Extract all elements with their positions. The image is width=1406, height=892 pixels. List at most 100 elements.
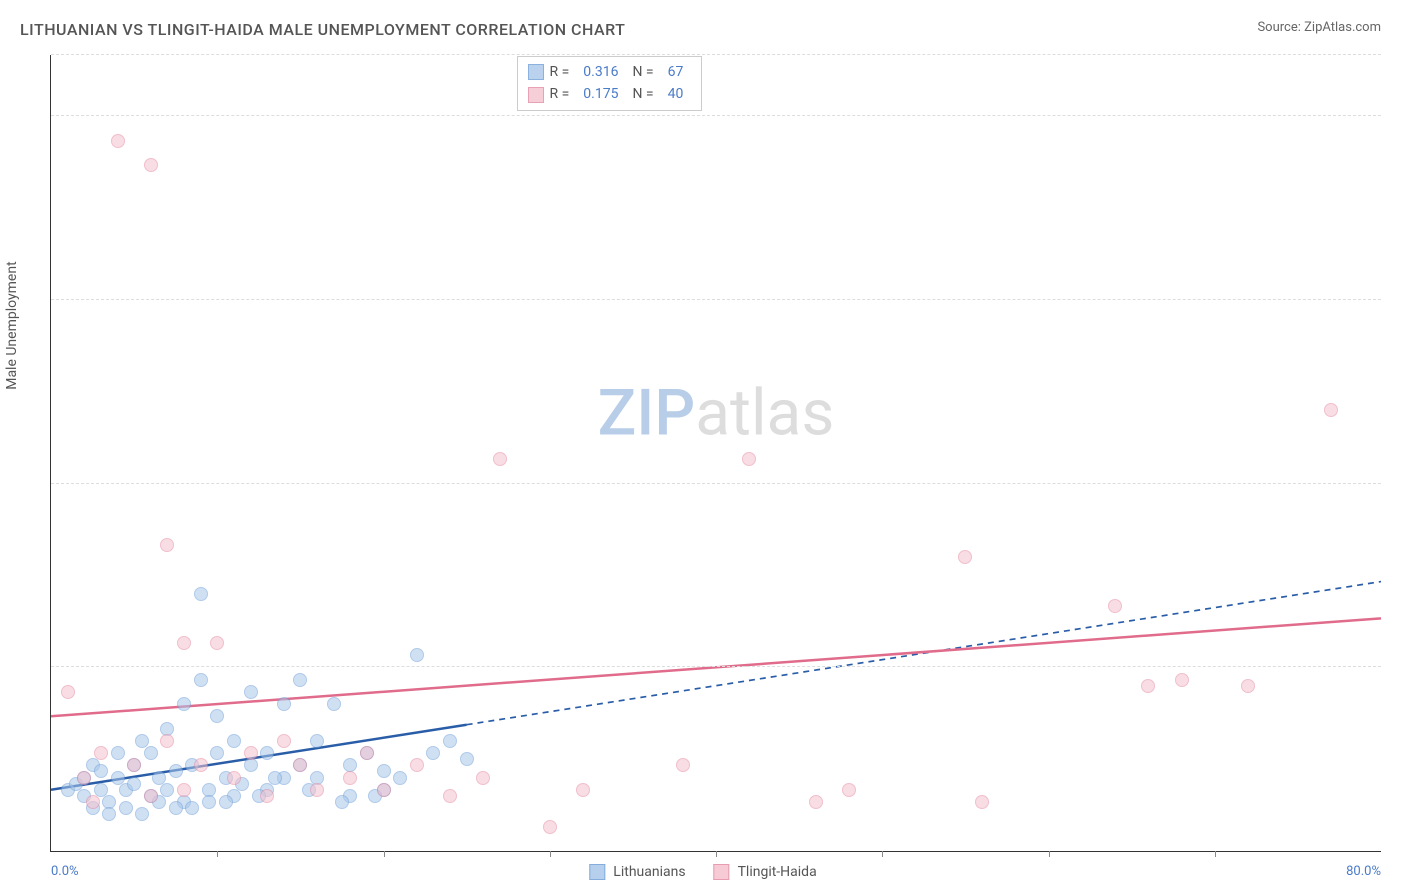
legend-label: Lithuanians — [613, 864, 685, 880]
legend-label: Tlingit-Haida — [738, 864, 817, 880]
data-point — [177, 636, 191, 650]
data-point — [410, 648, 424, 662]
data-point — [476, 771, 490, 785]
chart-plot-area: ZIPatlas R =0.316N =67R =0.175N =40 15.0… — [50, 55, 1381, 852]
gridline-h — [51, 299, 1381, 300]
data-point — [177, 783, 191, 797]
x-tick-label: 80.0% — [1346, 864, 1381, 879]
r-label: R = — [550, 61, 570, 83]
data-point — [194, 587, 208, 601]
data-point — [210, 636, 224, 650]
data-point — [119, 801, 133, 815]
data-point — [443, 734, 457, 748]
data-point — [244, 758, 258, 772]
data-point — [493, 452, 507, 466]
trend-line-dashed — [467, 582, 1381, 725]
data-point — [169, 801, 183, 815]
data-point — [1175, 673, 1189, 687]
legend-swatch — [589, 864, 605, 880]
r-value: 0.316 — [583, 61, 618, 83]
data-point — [244, 685, 258, 699]
n-value: 67 — [668, 61, 684, 83]
data-point — [742, 452, 756, 466]
x-tick-label: 0.0% — [51, 864, 79, 879]
legend-swatch — [528, 87, 544, 103]
legend-swatch — [714, 864, 730, 880]
y-axis-label: Male Unemployment — [4, 261, 20, 389]
n-label: N = — [632, 61, 653, 83]
x-minor-tick — [550, 851, 551, 857]
data-point — [244, 746, 258, 760]
legend-stat-row: R =0.175N =40 — [528, 83, 692, 105]
x-minor-tick — [882, 851, 883, 857]
data-point — [958, 550, 972, 564]
data-point — [102, 807, 116, 821]
data-point — [86, 795, 100, 809]
data-point — [377, 783, 391, 797]
gridline-h — [51, 666, 1381, 667]
data-point — [543, 820, 557, 834]
data-point — [219, 795, 233, 809]
x-minor-tick — [384, 851, 385, 857]
data-point — [327, 697, 341, 711]
data-point — [144, 789, 158, 803]
data-point — [293, 673, 307, 687]
data-point — [169, 764, 183, 778]
data-point — [227, 734, 241, 748]
data-point — [61, 685, 75, 699]
data-point — [94, 746, 108, 760]
data-point — [77, 771, 91, 785]
r-value: 0.175 — [583, 83, 618, 105]
data-point — [426, 746, 440, 760]
data-point — [809, 795, 823, 809]
data-point — [576, 783, 590, 797]
data-point — [360, 746, 374, 760]
data-point — [310, 734, 324, 748]
data-point — [1324, 403, 1338, 417]
data-point — [260, 746, 274, 760]
legend-series: Lithuanians Tlingit-Haida — [589, 864, 816, 880]
data-point — [94, 764, 108, 778]
data-point — [277, 734, 291, 748]
data-point — [377, 764, 391, 778]
x-minor-tick — [1049, 851, 1050, 857]
data-point — [1241, 679, 1255, 693]
data-point — [842, 783, 856, 797]
data-point — [111, 746, 125, 760]
n-label: N = — [632, 83, 653, 105]
data-point — [111, 134, 125, 148]
data-point — [144, 158, 158, 172]
data-point — [975, 795, 989, 809]
data-point — [293, 758, 307, 772]
source-prefix: Source: — [1257, 20, 1300, 35]
data-point — [160, 734, 174, 748]
data-point — [343, 771, 357, 785]
x-minor-tick — [1215, 851, 1216, 857]
data-point — [335, 795, 349, 809]
gridline-h — [51, 483, 1381, 484]
gridline-h — [51, 54, 1381, 55]
data-point — [227, 771, 241, 785]
data-point — [202, 795, 216, 809]
source-label: Source: ZipAtlas.com — [1257, 20, 1381, 35]
data-point — [177, 697, 191, 711]
x-minor-tick — [217, 851, 218, 857]
data-point — [676, 758, 690, 772]
trend-lines-layer — [51, 55, 1381, 851]
data-point — [393, 771, 407, 785]
legend-stats: R =0.316N =67R =0.175N =40 — [517, 56, 703, 111]
watermark-atlas: atlas — [695, 376, 834, 451]
source-name: ZipAtlas.com — [1304, 20, 1381, 35]
data-point — [1141, 679, 1155, 693]
legend-swatch — [528, 64, 544, 80]
r-label: R = — [550, 83, 570, 105]
x-minor-tick — [716, 851, 717, 857]
data-point — [210, 709, 224, 723]
data-point — [1108, 599, 1122, 613]
watermark-zip: ZIP — [598, 376, 696, 451]
legend-stat-row: R = 0.316 N = 67 — [528, 61, 692, 83]
data-point — [277, 697, 291, 711]
data-point — [194, 758, 208, 772]
watermark: ZIPatlas — [598, 376, 835, 451]
data-point — [194, 673, 208, 687]
